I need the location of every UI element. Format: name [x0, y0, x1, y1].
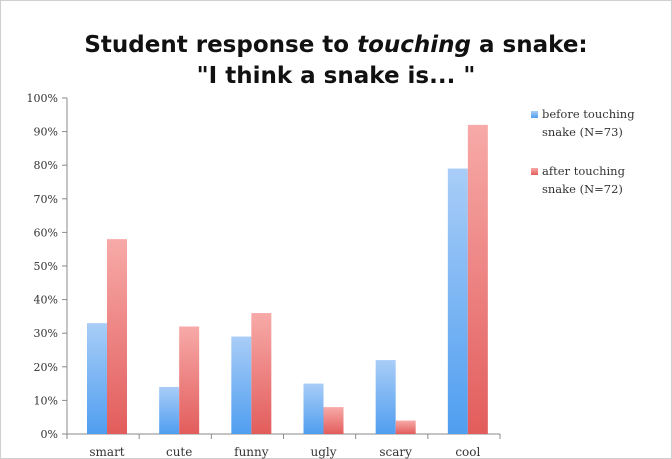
- x-category-label: funny: [234, 445, 269, 459]
- bar-before-cool: [447, 168, 468, 434]
- chart-title-line-2: "I think a snake is... ": [196, 63, 476, 89]
- legend-label-before: before touching: [542, 107, 635, 121]
- axis-layer: [62, 97, 501, 439]
- title-suffix: a snake:: [471, 32, 588, 58]
- x-category-label: ugly: [310, 445, 336, 459]
- bar-before-cute: [159, 386, 180, 434]
- x-category-label: cute: [166, 445, 192, 459]
- legend-label-before: snake (N=73): [542, 125, 623, 139]
- labels-layer: 0% 10% 20% 30% 40% 50% 60% 70% 80% 90% 100% smart cu…: [27, 92, 481, 459]
- bar-before-funny: [231, 336, 252, 434]
- bar-after-funny: [251, 313, 272, 434]
- bar-after-cool: [467, 124, 488, 434]
- chart-title: Student response to touching a snake: "I…: [0, 30, 672, 92]
- y-tick-label: 20%: [34, 361, 58, 374]
- y-tick-label: 40%: [34, 294, 58, 307]
- x-category-label: smart: [89, 445, 124, 459]
- bar-before-smart: [87, 323, 107, 434]
- bar-after-cute: [179, 326, 200, 434]
- y-tick-label: 50%: [34, 260, 58, 273]
- y-tick-label: 70%: [34, 193, 58, 206]
- title-prefix: Student response to: [84, 32, 358, 58]
- bar-after-smart: [107, 239, 127, 434]
- legend-swatch-before: [531, 111, 538, 118]
- y-tick-label: 60%: [34, 226, 58, 239]
- bar-before-scary: [375, 360, 396, 434]
- legend-label-after: snake (N=72): [542, 182, 623, 196]
- y-tick-label: 100%: [27, 92, 58, 105]
- chart-title-line-1: Student response to touching a snake:: [0, 30, 672, 61]
- bar-after-ugly: [323, 407, 344, 434]
- x-category-label: cool: [455, 445, 480, 459]
- x-category-label: scary: [379, 445, 412, 459]
- bars-layer: [87, 124, 488, 434]
- y-tick-label: 30%: [34, 327, 58, 340]
- bar-before-ugly: [303, 383, 324, 434]
- y-tick-label: 10%: [34, 394, 58, 407]
- y-tick-label: 0%: [41, 428, 58, 441]
- bar-after-scary: [395, 420, 416, 434]
- legend-swatch-after: [531, 168, 538, 175]
- legend: before touching snake (N=73) after touchin…: [531, 107, 635, 196]
- title-emphasis: touching: [357, 32, 472, 58]
- y-tick-label: 90%: [34, 126, 58, 139]
- y-tick-label: 80%: [34, 159, 58, 172]
- legend-label-after: after touching: [542, 164, 626, 178]
